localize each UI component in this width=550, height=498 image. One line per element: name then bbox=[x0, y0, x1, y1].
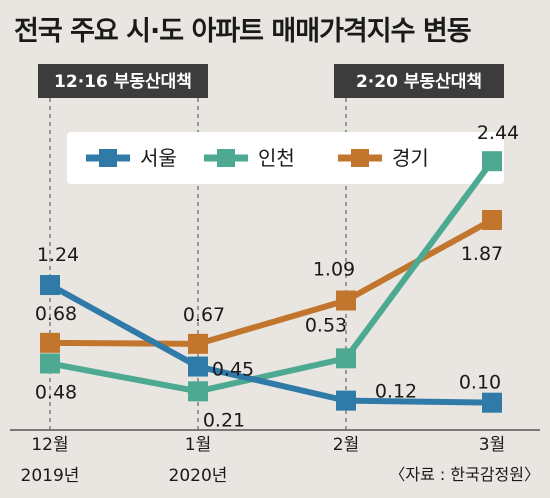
data-label: 1.87 bbox=[461, 243, 503, 265]
data-label: 0.53 bbox=[305, 314, 347, 336]
legend-box bbox=[67, 132, 504, 184]
data-point bbox=[40, 353, 60, 374]
data-label: 0.45 bbox=[212, 359, 254, 381]
data-label: 0.67 bbox=[183, 304, 225, 326]
source-note: 〈자료 : 한국감정원〉 bbox=[389, 465, 540, 484]
event-label-box bbox=[334, 64, 504, 98]
data-label: 1.24 bbox=[37, 244, 79, 266]
data-point bbox=[188, 356, 208, 377]
data-point bbox=[482, 151, 502, 172]
legend: 서울 인천 경기 bbox=[67, 132, 504, 184]
data-labels: 1.24 0.45 0.12 0.10 0.48 0.21 0.53 2.44 0.68 0.67… bbox=[35, 122, 519, 431]
data-label: 0.68 bbox=[35, 303, 77, 325]
data-point bbox=[188, 381, 208, 402]
event-label: 2·20 부동산대책 bbox=[356, 72, 482, 92]
data-point bbox=[336, 390, 356, 411]
legend-entry: 인천 bbox=[258, 146, 295, 170]
data-point bbox=[482, 210, 502, 231]
x-tick-year: 2019년 bbox=[21, 466, 80, 486]
event-label: 12·16 부동산대책 bbox=[54, 72, 192, 92]
data-label: 0.10 bbox=[459, 372, 501, 394]
legend-entry: 서울 bbox=[140, 146, 177, 170]
data-point bbox=[482, 392, 502, 413]
data-point bbox=[40, 275, 60, 296]
data-point bbox=[336, 290, 356, 311]
x-tick-month: 1월 bbox=[185, 435, 211, 455]
data-label: 2.44 bbox=[477, 122, 519, 144]
x-tick-month: 3월 bbox=[479, 435, 505, 455]
event-label-box bbox=[38, 64, 208, 98]
data-label: 0.48 bbox=[35, 381, 77, 403]
series-lines bbox=[48, 159, 495, 406]
legend-swatch-marker bbox=[351, 149, 369, 167]
chart-title: 전국 주요 시·도 아파트 매매가격지수 변동 bbox=[14, 16, 471, 47]
x-tick-year: 2020년 bbox=[169, 466, 228, 486]
series-line bbox=[49, 217, 494, 347]
data-label: 1.09 bbox=[313, 259, 355, 281]
event-markers: 12·16 부동산대책 2·20 부동산대책 bbox=[38, 64, 504, 430]
series-points bbox=[40, 151, 502, 413]
x-tick-month: 2월 bbox=[333, 435, 359, 455]
legend-swatch-marker bbox=[99, 149, 117, 167]
legend-entry: 경기 bbox=[392, 146, 429, 170]
data-label: 0.12 bbox=[375, 381, 417, 403]
series-line bbox=[49, 159, 495, 395]
series-line bbox=[48, 282, 493, 406]
data-point bbox=[188, 333, 208, 354]
x-tick-month: 12월 bbox=[31, 435, 68, 455]
data-label: 0.21 bbox=[203, 409, 245, 431]
legend-swatch-marker bbox=[217, 149, 235, 167]
data-point bbox=[336, 348, 356, 369]
data-point bbox=[40, 332, 60, 353]
x-axis-ticks: 12월 2019년 1월 2020년 2월 3월 bbox=[21, 435, 506, 486]
